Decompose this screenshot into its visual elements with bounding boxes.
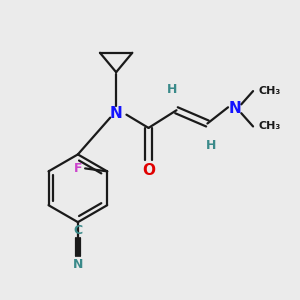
Text: N: N [110, 106, 122, 121]
Text: N: N [73, 258, 83, 272]
Text: H: H [206, 139, 216, 152]
Text: N: N [229, 101, 242, 116]
Text: O: O [142, 163, 155, 178]
Text: C: C [73, 224, 83, 237]
Text: CH₃: CH₃ [259, 86, 281, 96]
Text: F: F [74, 162, 83, 175]
Text: CH₃: CH₃ [259, 122, 281, 131]
Text: H: H [167, 83, 177, 96]
